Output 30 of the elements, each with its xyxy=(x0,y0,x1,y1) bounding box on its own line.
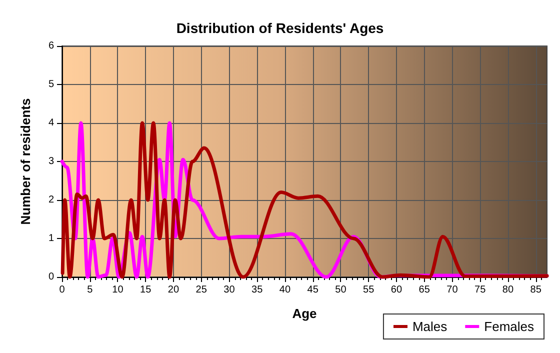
x-tick-label: 30 xyxy=(224,284,236,296)
x-tick-label: 20 xyxy=(168,284,180,296)
x-tick-label: 80 xyxy=(502,284,514,296)
x-tick-label: 50 xyxy=(335,284,347,296)
y-tick-label: 6 xyxy=(48,40,54,52)
x-tick-label: 70 xyxy=(446,284,458,296)
y-tick-label: 5 xyxy=(48,79,54,90)
x-tick-label: 10 xyxy=(112,284,124,296)
x-tick-label: 40 xyxy=(279,284,291,296)
x-tick-label: 60 xyxy=(390,284,402,296)
x-tick-label: 5 xyxy=(87,284,94,296)
chart-title: Distribution of Residents' Ages xyxy=(176,20,384,36)
y-tick-label: 0 xyxy=(48,272,54,282)
x-tick-label: 45 xyxy=(307,284,319,296)
y-tick-label: 4 xyxy=(48,118,54,128)
x-tick-label: 0 xyxy=(59,284,66,296)
y-axis-title: Number of residents xyxy=(18,98,33,225)
x-tick-label: 85 xyxy=(530,284,542,296)
x-axis-title: Age xyxy=(292,306,317,321)
x-tick-label: 55 xyxy=(363,284,375,296)
legend-label: Females xyxy=(484,319,534,334)
legend-label: Males xyxy=(412,319,448,334)
x-tick-label: 65 xyxy=(418,284,430,296)
x-tick-label: 15 xyxy=(140,284,152,296)
x-tick-label: 75 xyxy=(474,284,486,296)
y-tick-label: 1 xyxy=(48,233,54,244)
y-tick-label: 3 xyxy=(48,156,54,167)
x-tick-label: 25 xyxy=(196,284,208,296)
y-tick-label: 2 xyxy=(48,194,54,206)
x-tick-label: 35 xyxy=(252,284,264,296)
